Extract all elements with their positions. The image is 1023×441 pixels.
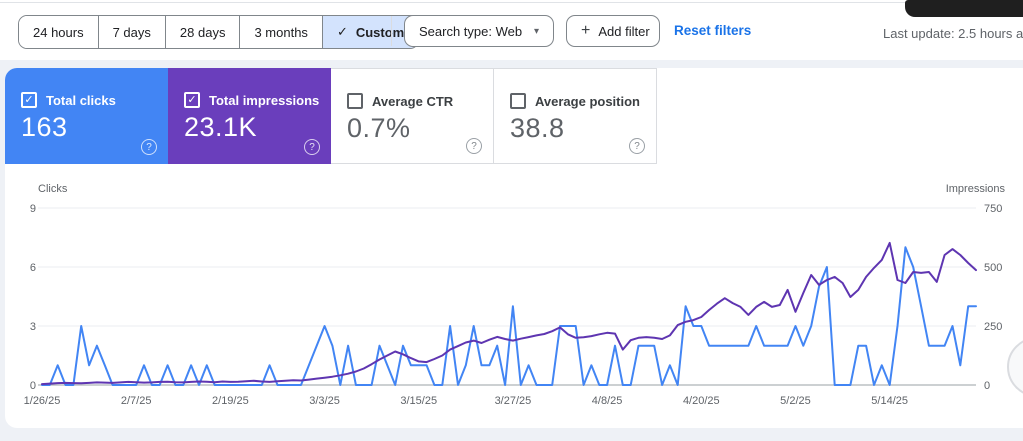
metric-label: Total clicks bbox=[46, 92, 116, 108]
top-divider bbox=[0, 2, 1023, 3]
help-icon[interactable]: ? bbox=[466, 138, 482, 154]
chevron-down-icon: ▾ bbox=[533, 25, 539, 37]
checkbox-checked-icon[interactable]: ✓ bbox=[184, 92, 200, 108]
date-range-7-days[interactable]: 7 days bbox=[98, 16, 166, 48]
right-axis-title: Impressions bbox=[945, 183, 1005, 195]
metric-cards: ✓ Total clicks 163 ? ✓ Total impressions… bbox=[5, 68, 657, 164]
bottom-strip bbox=[0, 428, 1023, 441]
checkbox-unchecked-icon[interactable] bbox=[510, 93, 526, 109]
checkbox-checked-icon[interactable]: ✓ bbox=[21, 92, 37, 108]
checkbox-unchecked-icon[interactable] bbox=[347, 93, 363, 109]
total-impressions-card[interactable]: ✓ Total impressions 23.1K ? bbox=[168, 68, 331, 164]
reset-filters-link[interactable]: Reset filters bbox=[674, 23, 752, 38]
help-icon[interactable]: ? bbox=[141, 139, 157, 155]
metric-value: 23.1K bbox=[184, 112, 258, 142]
metric-label: Total impressions bbox=[209, 92, 320, 108]
date-range-28-days[interactable]: 28 days bbox=[165, 16, 241, 48]
date-range-24-hours[interactable]: 24 hours bbox=[19, 16, 99, 48]
last-update-text: Last update: 2.5 hours a bbox=[883, 26, 1023, 41]
date-range-3-months[interactable]: 3 months bbox=[240, 16, 323, 48]
date-range-custom[interactable]: ✓ Custom bbox=[322, 16, 419, 48]
average-position-card[interactable]: Average position 38.8 ? bbox=[494, 68, 657, 164]
metric-label: Average position bbox=[535, 93, 640, 109]
toolbar-divider bbox=[391, 16, 392, 46]
metric-value: 163 bbox=[21, 112, 68, 142]
search-type-dropdown[interactable]: Search type: Web ▾ bbox=[404, 15, 554, 47]
metric-value: 38.8 bbox=[510, 113, 565, 143]
metric-label: Average CTR bbox=[372, 93, 454, 109]
total-clicks-card[interactable]: ✓ Total clicks 163 ? bbox=[5, 68, 168, 164]
checkmark-icon: ✓ bbox=[336, 24, 348, 39]
help-icon[interactable]: ? bbox=[304, 139, 320, 155]
left-axis-title: Clicks bbox=[38, 183, 68, 195]
metric-value: 0.7% bbox=[347, 113, 411, 143]
top-right-overlay bbox=[905, 0, 1023, 17]
plus-icon: + bbox=[581, 22, 591, 39]
average-ctr-card[interactable]: Average CTR 0.7% ? bbox=[331, 68, 494, 164]
help-icon[interactable]: ? bbox=[629, 138, 645, 154]
add-filter-button[interactable]: + Add filter bbox=[566, 15, 660, 47]
date-range-selector: 24 hours 7 days 28 days 3 months ✓ Custo… bbox=[18, 15, 420, 49]
